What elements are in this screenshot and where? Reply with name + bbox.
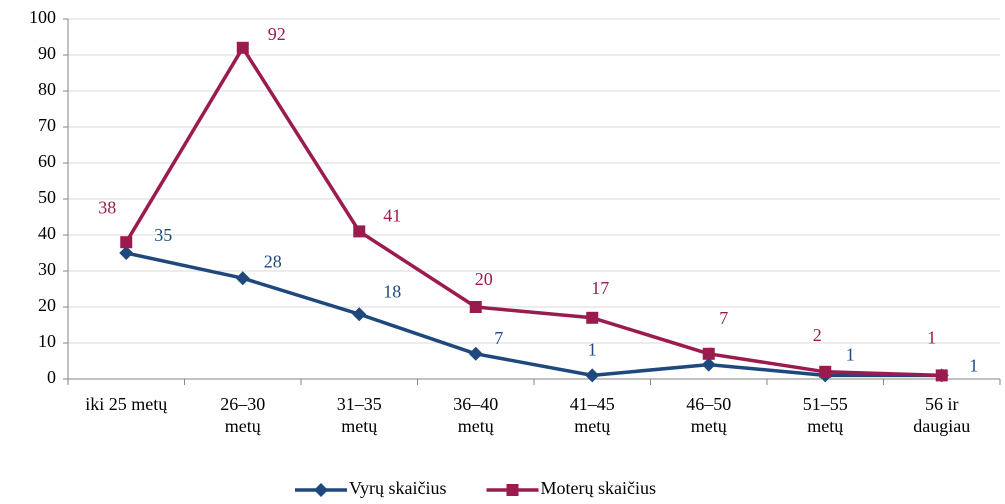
data-label: 1 xyxy=(588,340,597,360)
x-tick-label: 41–45 metų xyxy=(569,394,615,436)
y-tick-label: 10 xyxy=(38,331,56,351)
marker xyxy=(701,357,716,372)
y-tick-label: 70 xyxy=(38,115,56,135)
marker xyxy=(353,225,366,238)
marker xyxy=(119,246,134,260)
data-label: 20 xyxy=(475,269,493,289)
data-label: 1 xyxy=(846,345,855,365)
series-line xyxy=(124,46,942,378)
y-tick-label: 20 xyxy=(38,295,56,315)
marker xyxy=(236,41,249,54)
data-label: 7 xyxy=(494,328,503,348)
legend-label: Vyrų skaičius xyxy=(349,478,447,498)
marker xyxy=(585,368,600,383)
data-label: 2 xyxy=(813,325,822,345)
marker xyxy=(702,347,715,360)
y-tick-label: 100 xyxy=(29,7,56,27)
y-tick-label: 90 xyxy=(38,43,56,63)
data-label: 28 xyxy=(264,251,282,271)
y-tick-label: 60 xyxy=(38,151,56,171)
marker xyxy=(586,311,599,324)
series-line xyxy=(125,251,942,378)
marker xyxy=(935,369,948,382)
marker xyxy=(468,346,483,361)
marker xyxy=(352,307,367,322)
y-tick-label: 80 xyxy=(38,79,56,99)
x-tick-label: iki 25 metų xyxy=(85,394,168,414)
x-tick-label: 46–50 metų xyxy=(686,394,732,436)
data-label: 7 xyxy=(719,308,728,328)
marker xyxy=(235,271,250,286)
y-tick-label: 30 xyxy=(38,259,56,279)
legend-marker xyxy=(314,483,328,497)
legend-label: Moterų skaičius xyxy=(541,478,656,498)
data-label: 18 xyxy=(383,281,401,301)
x-tick-label: 26–30 metų xyxy=(220,394,266,436)
data-label: 35 xyxy=(154,225,172,245)
y-tick-label: 50 xyxy=(38,187,56,207)
legend-marker xyxy=(506,484,519,496)
data-label: 17 xyxy=(591,278,609,298)
x-tick-label: 51–55 metų xyxy=(802,394,848,436)
x-tick-label: 36–40 metų xyxy=(453,394,499,436)
data-label: 92 xyxy=(268,24,286,44)
data-label: 38 xyxy=(98,197,116,217)
x-tick-label: 56 ir daugiau xyxy=(913,394,971,436)
marker xyxy=(819,365,832,378)
y-tick-label: 0 xyxy=(47,367,56,387)
data-label: 1 xyxy=(927,328,936,348)
marker xyxy=(120,236,133,249)
data-label: 41 xyxy=(383,206,401,226)
marker xyxy=(469,301,482,313)
data-label: 1 xyxy=(969,356,978,376)
x-tick-label: 31–35 metų xyxy=(336,394,382,436)
y-tick-label: 40 xyxy=(38,223,56,243)
